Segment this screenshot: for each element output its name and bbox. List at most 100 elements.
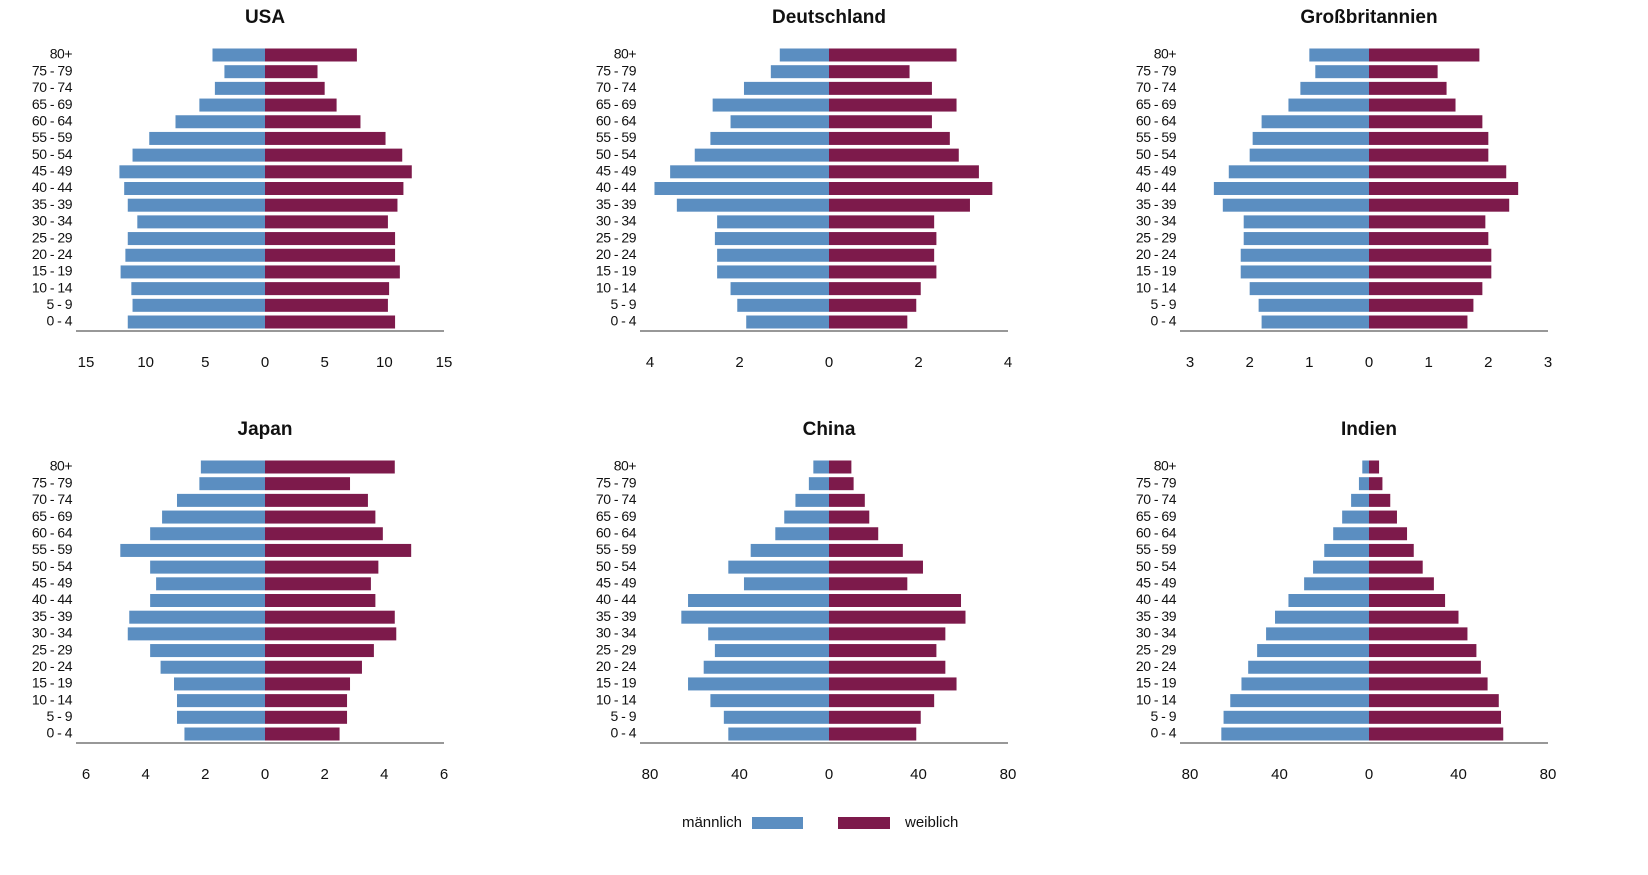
bar <box>1230 694 1369 708</box>
bar <box>670 165 829 179</box>
bar <box>265 677 351 691</box>
category-label: 55 - 59 <box>32 541 73 557</box>
bar <box>184 727 265 741</box>
bar <box>829 282 921 296</box>
bar <box>829 248 935 262</box>
category-label: 30 - 34 <box>1136 625 1177 641</box>
bar <box>1369 131 1489 145</box>
category-label: 75 - 79 <box>1136 62 1177 78</box>
bar <box>714 644 829 658</box>
category-label: 0 - 4 <box>46 313 72 329</box>
bar <box>265 594 376 607</box>
bar <box>829 527 879 541</box>
bar <box>1369 543 1414 557</box>
category-label: 20 - 24 <box>1136 246 1177 262</box>
category-label: 30 - 34 <box>596 213 637 229</box>
chart-title: Deutschland <box>772 7 886 28</box>
bar <box>200 460 265 474</box>
bar <box>1266 627 1369 641</box>
bar <box>127 232 266 246</box>
bar <box>728 727 829 741</box>
bar <box>1369 248 1492 262</box>
bar <box>1369 298 1474 312</box>
bar <box>1258 298 1369 312</box>
category-label: 15 - 19 <box>32 675 73 691</box>
chart-title: Japan <box>238 419 293 440</box>
bar <box>176 694 265 708</box>
bar <box>125 248 265 262</box>
x-tick-label: 6 <box>440 766 448 783</box>
bar <box>1369 215 1486 229</box>
bar <box>1369 477 1383 491</box>
category-label: 25 - 29 <box>596 229 637 245</box>
category-label: 35 - 39 <box>596 608 637 624</box>
bar <box>829 610 966 624</box>
bar <box>1369 493 1391 507</box>
category-label: 65 - 69 <box>596 96 637 112</box>
category-label: 60 - 64 <box>596 524 637 540</box>
category-label: 35 - 39 <box>32 608 73 624</box>
category-label: 75 - 79 <box>32 62 73 78</box>
category-label: 35 - 39 <box>32 196 73 212</box>
bar <box>1369 81 1447 95</box>
bar <box>694 148 829 162</box>
bar <box>829 315 908 329</box>
bar <box>1288 98 1369 112</box>
category-label: 10 - 14 <box>1136 691 1177 707</box>
bar <box>1261 115 1369 129</box>
bar <box>214 81 265 95</box>
bar <box>1213 182 1369 195</box>
bar <box>1358 477 1369 491</box>
bar <box>265 477 351 491</box>
bar <box>829 510 870 524</box>
bar <box>1369 165 1507 179</box>
bar <box>829 577 908 591</box>
bar <box>829 215 935 229</box>
bar <box>1369 560 1423 574</box>
category-label: 0 - 4 <box>46 725 72 741</box>
x-tick-label: 40 <box>1450 766 1467 783</box>
x-tick-label: 2 <box>735 354 743 371</box>
bar <box>829 543 903 557</box>
bar <box>737 298 829 312</box>
category-label: 0 - 4 <box>610 725 636 741</box>
category-label: 10 - 14 <box>32 691 73 707</box>
category-label: 55 - 59 <box>1136 541 1177 557</box>
bar <box>265 527 383 541</box>
bar <box>160 660 265 674</box>
bar <box>829 165 979 179</box>
bar <box>265 610 395 624</box>
category-label: 45 - 49 <box>32 163 73 179</box>
bar <box>1240 248 1369 262</box>
bar <box>829 182 993 195</box>
category-label: 70 - 74 <box>32 491 73 507</box>
bar <box>1369 182 1519 195</box>
bar <box>829 493 865 507</box>
category-label: 5 - 9 <box>1150 296 1176 312</box>
legend-swatch <box>838 817 890 829</box>
bar <box>1240 265 1369 279</box>
bar <box>120 265 266 279</box>
bar <box>710 131 829 145</box>
bar <box>676 198 829 212</box>
bar <box>265 282 390 296</box>
category-label: 55 - 59 <box>32 129 73 145</box>
category-label: 75 - 79 <box>596 62 637 78</box>
x-tick-label: 80 <box>1540 766 1557 783</box>
bar <box>829 560 923 574</box>
bar <box>149 131 265 145</box>
bar <box>265 198 398 212</box>
category-label: 30 - 34 <box>32 213 73 229</box>
bar <box>265 81 325 95</box>
bar <box>829 81 932 95</box>
category-label: 20 - 24 <box>596 246 637 262</box>
bar <box>1369 98 1456 112</box>
category-label: 15 - 19 <box>596 263 637 279</box>
legend-label: männlich <box>682 814 742 831</box>
bar <box>779 48 829 62</box>
category-label: 65 - 69 <box>32 96 73 112</box>
category-label: 20 - 24 <box>32 246 73 262</box>
bar <box>265 560 379 574</box>
bar <box>829 298 917 312</box>
x-tick-label: 5 <box>320 354 328 371</box>
